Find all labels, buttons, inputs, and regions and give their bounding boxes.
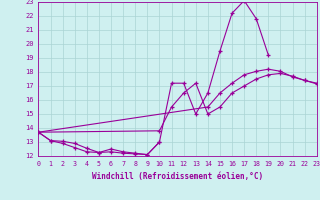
X-axis label: Windchill (Refroidissement éolien,°C): Windchill (Refroidissement éolien,°C) — [92, 172, 263, 181]
